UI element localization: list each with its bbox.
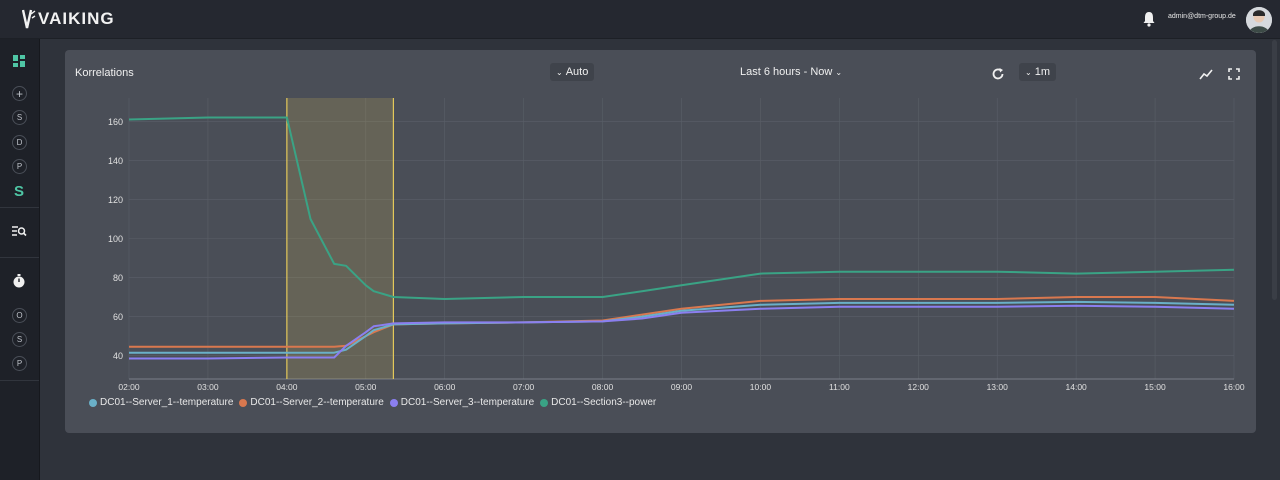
time-range-select[interactable]: Last 6 hours - Now ⌄	[734, 63, 848, 81]
sidebar-item-label: D	[16, 138, 23, 147]
chevron-down-icon: ⌄	[1025, 67, 1032, 77]
y-tick-label: 80	[113, 273, 123, 283]
sidebar-item-add[interactable]: +	[12, 86, 27, 101]
series-lines	[128, 116, 1235, 360]
refresh-rate-select[interactable]: ⌄ 1m	[1019, 63, 1056, 81]
sidebar-item-label: S	[13, 182, 24, 200]
sidebar-item-d[interactable]: D	[12, 135, 27, 150]
sidebar-item-label: P	[16, 359, 23, 368]
x-tick-label: 11:00	[829, 382, 850, 392]
sidebar-item-label: S	[16, 113, 23, 122]
brand-name: VAIKING	[38, 9, 115, 28]
x-tick-label: 14:00	[1066, 382, 1088, 392]
dashboard-icon[interactable]	[11, 53, 27, 69]
x-tick-label: 04:00	[276, 382, 298, 392]
y-tick-label: 100	[108, 234, 123, 244]
legend-item[interactable]: DC01--Server_1--temperature	[89, 397, 233, 408]
y-tick-label: 160	[108, 117, 123, 127]
legend-swatch	[89, 398, 97, 407]
x-tick-label: 06:00	[434, 382, 456, 392]
chevron-down-icon: ⌄	[556, 67, 563, 77]
x-tick-label: 16:00	[1223, 382, 1245, 392]
chart-legend: DC01--Server_1--temperature DC01--Server_…	[89, 397, 656, 408]
chart-grid	[128, 98, 1235, 380]
y-tick-label: 40	[113, 351, 123, 361]
x-tick-label: 09:00	[671, 382, 693, 392]
sidebar-item-s1[interactable]: S	[12, 110, 27, 125]
sidebar-item-label: O	[16, 311, 23, 320]
refresh-icon[interactable]	[991, 67, 1005, 81]
sidebar-item-s-active[interactable]: S	[11, 182, 27, 200]
sidebar-item-o[interactable]: O	[12, 308, 27, 323]
y-tick-label: 120	[108, 195, 123, 205]
interval-value: Auto	[565, 66, 589, 78]
legend-label: DC01--Server_1--temperature	[100, 397, 234, 408]
y-tick-label: 140	[108, 156, 123, 166]
legend-label: DC01--Server_3--temperature	[400, 397, 535, 408]
x-tick-label: 02:00	[118, 382, 140, 392]
timer-icon[interactable]	[11, 273, 27, 289]
x-tick-label: 10:00	[750, 382, 772, 392]
viking-logo-icon	[22, 9, 36, 29]
avatar[interactable]	[1246, 7, 1272, 33]
avatar-photo-icon	[1246, 7, 1272, 33]
chart-panel: Korrelations ⌄ Auto Last 6 hours - Now ⌄…	[65, 50, 1256, 433]
chart-type-icon[interactable]	[1199, 67, 1213, 81]
refresh-rate-value: 1m	[1034, 66, 1050, 78]
x-tick-label: 03:00	[197, 382, 219, 392]
legend-swatch	[239, 398, 248, 407]
sidebar-item-p[interactable]: P	[12, 159, 27, 174]
chevron-down-icon: ⌄	[835, 67, 843, 77]
legend-label: DC01--Server_2--temperature	[250, 397, 384, 408]
legend-item[interactable]: DC01--Server_2--temperature	[239, 397, 384, 408]
fullscreen-icon[interactable]	[1227, 67, 1241, 81]
sidebar-divider	[0, 207, 39, 208]
user-email[interactable]: admin@dtm-group.de	[1168, 13, 1236, 20]
series-line-server-3[interactable]	[129, 304, 1235, 360]
legend-label: DC01--Section3--power	[551, 397, 657, 408]
legend-swatch	[389, 398, 398, 407]
sidebar-item-p2[interactable]: P	[12, 356, 27, 371]
top-bar: VAIKING admin@dtm-group.de	[0, 0, 1280, 39]
x-tick-label: 08:00	[592, 382, 614, 392]
sidebar-item-label: P	[16, 162, 23, 171]
series-line-power[interactable]	[128, 116, 1235, 300]
legend-item[interactable]: DC01--Section3--power	[540, 397, 656, 408]
sidebar-divider	[0, 380, 39, 381]
y-axis: 40 60 80 100 120 140 160	[108, 117, 123, 361]
legend-item[interactable]: DC01--Server_3--temperature	[389, 397, 535, 408]
page-scrollbar[interactable]	[1272, 40, 1277, 300]
x-tick-label: 13:00	[987, 382, 1009, 392]
interval-select[interactable]: ⌄ Auto	[550, 63, 595, 81]
legend-swatch	[540, 398, 549, 407]
notification-bell-icon[interactable]	[1142, 11, 1156, 27]
x-tick-label: 12:00	[908, 382, 930, 392]
plus-icon: +	[15, 86, 23, 101]
sidebar-item-label: S	[16, 335, 23, 344]
sidebar-item-s2[interactable]: S	[12, 332, 27, 347]
x-tick-label: 15:00	[1144, 382, 1166, 392]
x-tick-label: 07:00	[513, 382, 535, 392]
x-tick-label: 05:00	[355, 382, 377, 392]
search-list-icon[interactable]	[11, 223, 27, 239]
selection-band[interactable]	[286, 98, 394, 379]
x-axis: 02:00 03:00 04:00 05:00 06:00 07:00 08:00 09:00…	[118, 382, 1245, 392]
selection-range	[286, 98, 395, 379]
sidebar-divider	[0, 257, 39, 258]
sidebar: + S D P S O S P	[0, 39, 40, 480]
brand-logo[interactable]: VAIKING	[22, 7, 115, 31]
time-range-value: Last 6 hours - Now	[740, 66, 833, 78]
y-tick-label: 60	[113, 312, 123, 322]
panel-title: Korrelations	[75, 67, 134, 79]
